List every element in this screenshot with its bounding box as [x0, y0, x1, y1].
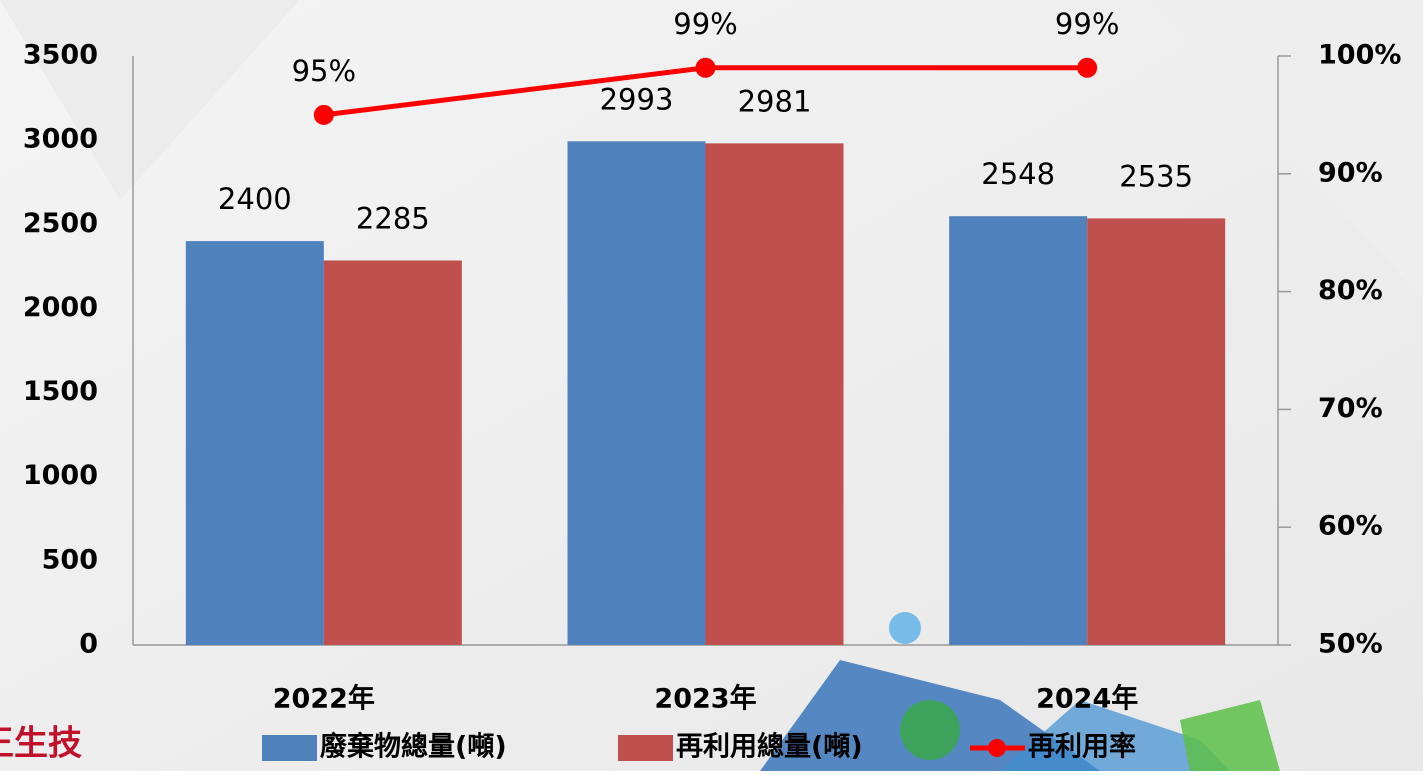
bar [705, 143, 844, 646]
y-tick-label: 1000 [23, 460, 98, 491]
bar-value-label: 2285 [356, 201, 430, 235]
legend-label: 再利用率 [1028, 731, 1136, 763]
line-value-label: 99% [1055, 7, 1119, 41]
y-tick-label: 2500 [23, 208, 98, 239]
x-tick-label: 2023年 [654, 683, 756, 715]
y-tick-label: 3500 [23, 40, 98, 71]
y-tick-label: 2000 [23, 292, 98, 323]
y-tick-label: 3000 [23, 124, 98, 155]
bar [567, 141, 706, 645]
bar [1087, 218, 1226, 645]
decoration [0, 0, 300, 200]
y2-tick-label: 80% [1318, 275, 1383, 306]
decoration [1150, 0, 1423, 300]
decoration [900, 700, 960, 760]
x-tick-label: 2022年 [273, 683, 375, 715]
bar [185, 241, 324, 645]
y-tick-label: 0 [79, 629, 98, 660]
legend-swatch [988, 739, 1006, 757]
decoration [1180, 700, 1280, 771]
line-marker [695, 57, 716, 78]
y2-tick-label: 50% [1318, 629, 1383, 660]
legend-label: 再利用總量(噸) [676, 731, 863, 763]
bar [323, 260, 462, 645]
legend-swatch [262, 735, 317, 761]
legend-swatch [618, 735, 673, 761]
x-tick-label: 2024年 [1036, 683, 1138, 715]
y2-tick-label: 90% [1318, 157, 1383, 188]
bar-value-label: 2548 [981, 157, 1055, 191]
y-tick-label: 1500 [23, 376, 98, 407]
y2-tick-label: 100% [1318, 40, 1401, 71]
line-value-label: 99% [673, 7, 737, 41]
line-marker [1077, 57, 1098, 78]
y2-tick-label: 70% [1318, 393, 1383, 424]
decoration [1000, 700, 1230, 771]
bar-value-label: 2993 [600, 82, 674, 116]
legend-label: 廢棄物總量(噸) [320, 731, 507, 763]
line-marker [313, 104, 334, 125]
line-value-label: 95% [292, 54, 356, 88]
y-tick-label: 500 [42, 544, 98, 575]
y2-tick-label: 60% [1318, 511, 1383, 542]
bar [949, 216, 1088, 645]
decoration [889, 612, 921, 644]
logo-text: 王生技 [0, 724, 82, 764]
bar-value-label: 2400 [218, 182, 292, 216]
bar-value-label: 2981 [738, 84, 812, 118]
bar-value-label: 2535 [1119, 159, 1193, 193]
